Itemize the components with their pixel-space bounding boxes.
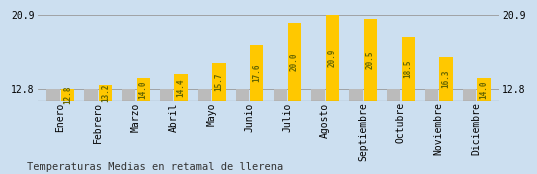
Text: 20.9: 20.9 [328, 49, 337, 67]
Bar [364, 19, 377, 101]
Bar [99, 85, 112, 101]
Bar [175, 74, 188, 101]
Text: 17.6: 17.6 [252, 64, 262, 82]
Text: Temperaturas Medias en retamal de llerena: Temperaturas Medias en retamal de lleren… [27, 162, 283, 172]
Text: 12.8: 12.8 [63, 86, 72, 104]
Text: 20.0: 20.0 [290, 53, 299, 71]
Bar [439, 57, 453, 101]
Bar [288, 23, 301, 101]
Bar [160, 89, 173, 101]
Bar [463, 89, 476, 101]
Bar [61, 89, 74, 101]
Bar [212, 63, 226, 101]
Bar [477, 78, 490, 101]
Text: 14.4: 14.4 [177, 78, 186, 97]
Bar [47, 89, 60, 101]
Text: 15.7: 15.7 [214, 73, 223, 91]
Text: 18.5: 18.5 [404, 60, 412, 78]
Text: 14.0: 14.0 [480, 80, 488, 99]
Text: 20.5: 20.5 [366, 51, 375, 69]
Text: 16.3: 16.3 [441, 70, 451, 88]
Text: 14.0: 14.0 [139, 80, 148, 99]
Bar [402, 37, 415, 101]
Bar [425, 89, 438, 101]
Bar [387, 89, 401, 101]
Bar [326, 15, 339, 101]
Bar [84, 89, 98, 101]
Bar [136, 78, 150, 101]
Bar [198, 89, 211, 101]
Bar [274, 89, 287, 101]
Bar [250, 45, 263, 101]
Bar [122, 89, 135, 101]
Bar [236, 89, 249, 101]
Bar [311, 89, 325, 101]
Bar [350, 89, 362, 101]
Text: 13.2: 13.2 [101, 84, 110, 102]
